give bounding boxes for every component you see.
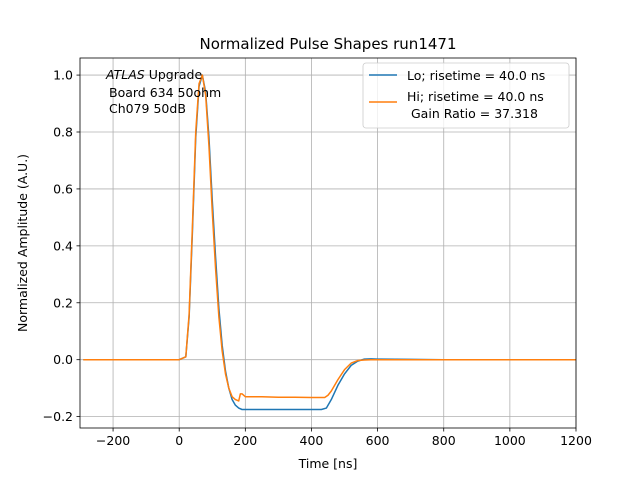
atlas-label: ATLAS [105, 67, 145, 82]
y-tick-label: 0.6 [53, 181, 73, 196]
chart-title: Normalized Pulse Shapes run1471 [199, 35, 456, 53]
legend-entry-hi: Hi; risetime = 40.0 ns [407, 89, 544, 104]
y-tick-label: 0.2 [53, 295, 73, 310]
annotation-line-3: Ch079 50dB [109, 101, 186, 116]
legend-entry-lo: Lo; risetime = 40.0 ns [407, 68, 545, 83]
upgrade-label: Upgrade [145, 67, 203, 82]
x-axis-label: Time [ns] [298, 456, 358, 471]
x-tick-label: 800 [432, 433, 456, 448]
x-tick-label: 200 [233, 433, 257, 448]
x-tick-label: 0 [175, 433, 183, 448]
ticks: −200 0 200 400 600 800 1000 1200 −0.2 0.0 0.2 0.4 0.… [43, 68, 592, 448]
annotation-block: ATLAS Upgrade Board 634 50ohm Ch079 50dB [105, 67, 221, 116]
series-group [83, 74, 576, 411]
series-line-hi [83, 74, 576, 402]
y-tick-label: 0.0 [53, 352, 73, 367]
y-tick-label: −0.2 [43, 409, 73, 424]
y-axis-label: Normalized Amplitude (A.U.) [15, 154, 30, 332]
y-tick-label: 1.0 [53, 68, 73, 83]
x-tick-label: 400 [300, 433, 324, 448]
legend-box [362, 62, 570, 129]
y-tick-label: 0.4 [53, 238, 73, 253]
x-tick-label: 600 [366, 433, 390, 448]
y-tick-label: 0.8 [53, 125, 73, 140]
annotation-line-1: ATLAS Upgrade [105, 67, 202, 82]
legend: Lo; risetime = 40.0 ns Hi; risetime = 40… [362, 62, 570, 129]
x-tick-label: 1000 [494, 433, 526, 448]
x-tick-label: −200 [96, 433, 130, 448]
annotation-line-2: Board 634 50ohm [109, 85, 221, 100]
x-tick-label: 1200 [560, 433, 592, 448]
plot-frame [79, 57, 577, 429]
legend-entry-hi-line2: Gain Ratio = 37.318 [411, 106, 538, 121]
